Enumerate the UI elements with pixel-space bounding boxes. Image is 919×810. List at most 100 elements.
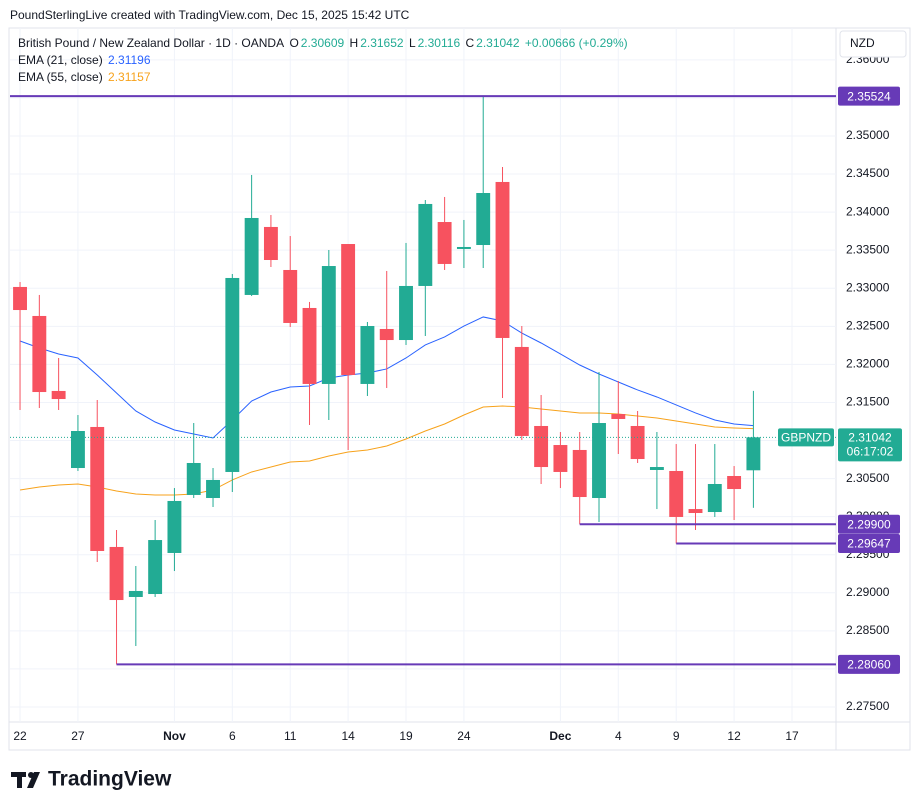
- candle-body: [70, 431, 85, 469]
- candle-body: [186, 462, 201, 495]
- price-box: [838, 428, 902, 462]
- currency-box: [839, 30, 907, 58]
- candle-body: [148, 540, 163, 595]
- candle-body: [553, 445, 568, 472]
- ema-value: 2.31196: [108, 53, 151, 67]
- y-tick-label: 2.27500: [846, 699, 890, 713]
- candle-body: [669, 470, 684, 517]
- y-tick-label: 2.32000: [846, 357, 890, 371]
- y-tick-label: 2.34500: [846, 166, 890, 180]
- candle-body: [707, 483, 722, 513]
- open-value: 2.30609: [300, 36, 345, 50]
- candle-body: [456, 246, 471, 249]
- y-tick-label: 2.30500: [846, 471, 890, 485]
- y-tick-label: 2.28500: [846, 623, 890, 637]
- x-tick-label: 24: [457, 729, 471, 743]
- level-label: 2.29900: [847, 517, 891, 531]
- candle-body: [13, 286, 27, 311]
- legend-ema-55: EMA (55, close) 2.31157: [18, 70, 153, 84]
- candle-body: [630, 425, 645, 460]
- legend-main: British Pound / New Zealand Dollar · 1D …: [18, 36, 630, 50]
- ema-name: EMA (55, close): [18, 70, 103, 84]
- ticker-box: [778, 428, 834, 447]
- candle-body: [727, 476, 742, 490]
- candle-body: [379, 328, 394, 341]
- y-tick-label: 2.34000: [846, 204, 890, 218]
- candle-body: [244, 217, 259, 295]
- candle-body: [437, 222, 452, 264]
- price-label: 2.31042: [848, 430, 892, 444]
- x-tick-label: 19: [399, 729, 413, 743]
- level-label-box: [838, 86, 900, 106]
- ohlc-label: C: [465, 36, 475, 50]
- x-tick-label: 11: [284, 729, 297, 743]
- ohlc-label: L: [408, 36, 416, 50]
- level-label-box: [838, 654, 900, 674]
- close-value: 2.31042: [476, 36, 520, 50]
- ema-line: [19, 405, 754, 496]
- candle-body: [225, 277, 240, 472]
- candle-body: [321, 266, 336, 384]
- ohlc-label: O: [289, 36, 299, 50]
- footer-logo: TradingView: [48, 768, 172, 791]
- chart-frame: [8, 27, 911, 751]
- candle-body: [649, 467, 664, 470]
- x-tick-label: 14: [341, 729, 355, 743]
- y-tick-label: 2.29000: [846, 585, 890, 599]
- candle-body: [32, 315, 47, 393]
- candle-body: [514, 346, 529, 436]
- tradingview-logo-icon: [11, 772, 40, 788]
- ohlc-label: H: [349, 36, 359, 50]
- header: PoundSterlingLive created with TradingVi…: [10, 8, 410, 22]
- change-value: +0.00666 (+0.29%): [524, 36, 628, 50]
- x-tick-label: 4: [615, 729, 622, 743]
- candle-body: [283, 269, 298, 323]
- ticker-label: GBPNZD: [781, 430, 831, 444]
- level-label: 2.28060: [847, 658, 891, 672]
- x-tick-label: 27: [71, 729, 85, 743]
- candle-body: [592, 423, 606, 499]
- y-tick-label: 2.33000: [846, 280, 890, 294]
- candle-body: [167, 500, 182, 553]
- candle-body: [128, 590, 143, 597]
- candle-body: [51, 390, 66, 400]
- level-label: 2.29647: [847, 537, 891, 551]
- y-tick-label: 2.31500: [846, 395, 890, 409]
- candle-body: [476, 193, 491, 246]
- candle-body: [688, 509, 703, 514]
- candle-body: [263, 226, 278, 261]
- candle-body: [611, 414, 626, 419]
- legend-ema-21: EMA (21, close) 2.31196: [18, 53, 153, 67]
- x-tick-label: Nov: [163, 729, 186, 743]
- candle-body: [534, 425, 549, 468]
- candle-body: [341, 244, 356, 375]
- symbol-title: British Pound / New Zealand Dollar · 1D …: [18, 36, 285, 50]
- ema-name: EMA (21, close): [18, 53, 103, 67]
- x-tick-label: 9: [673, 729, 680, 743]
- candle-body: [495, 181, 510, 338]
- high-value: 2.31652: [360, 36, 404, 50]
- x-tick-label: 6: [229, 729, 236, 743]
- x-tick-label: 12: [727, 729, 741, 743]
- y-tick-label: 2.33500: [846, 242, 890, 256]
- candle-body: [360, 326, 375, 384]
- level-label-box: [838, 514, 900, 534]
- y-tick-label: 2.35000: [846, 128, 890, 142]
- ema-value: 2.31157: [108, 70, 151, 84]
- candle-body: [302, 307, 317, 384]
- countdown-label: 06:17:02: [847, 444, 894, 458]
- candle-body: [399, 285, 413, 341]
- x-tick-label: 22: [13, 729, 27, 743]
- candle-body: [418, 203, 433, 286]
- level-label-box: [838, 534, 900, 554]
- candle-body: [109, 546, 124, 601]
- x-tick-label: Dec: [549, 729, 571, 743]
- candle-body: [746, 437, 761, 471]
- x-tick-label: 17: [785, 729, 799, 743]
- candle-body: [90, 426, 105, 551]
- level-label: 2.35524: [847, 89, 891, 103]
- candle-body: [206, 479, 220, 499]
